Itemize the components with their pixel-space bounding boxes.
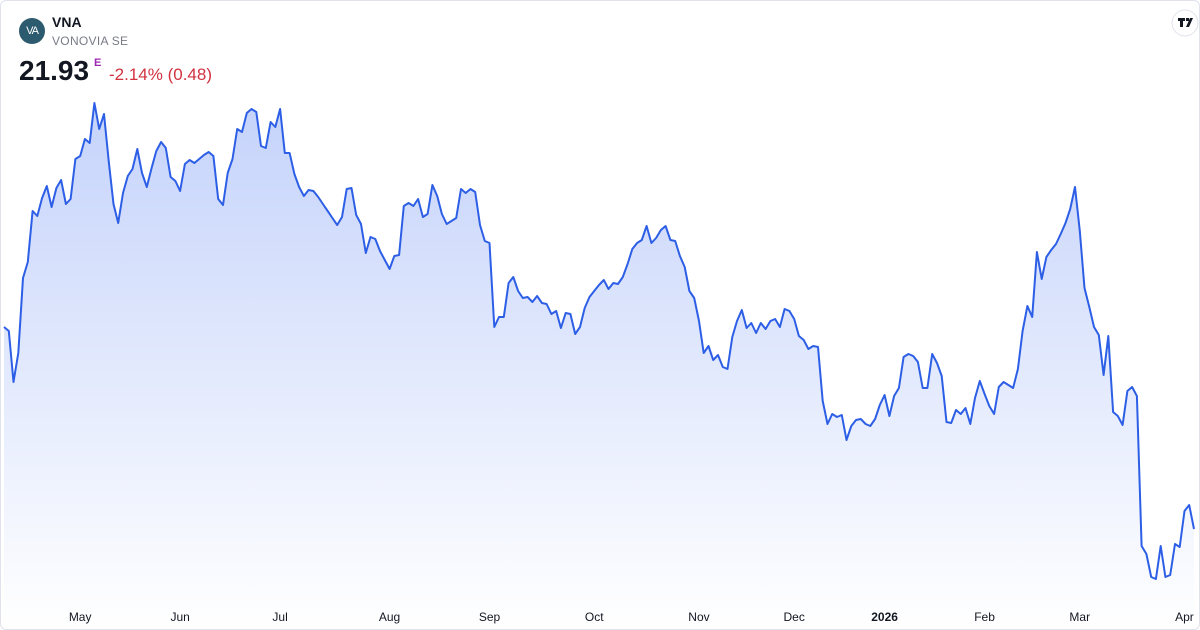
x-tick-label: Mar — [1069, 610, 1090, 624]
symbol[interactable]: VNA — [52, 14, 82, 30]
x-tick-label: Aug — [379, 610, 400, 624]
x-tick-label: May — [69, 610, 92, 624]
x-tick-label: Oct — [585, 610, 604, 624]
logo: VA — [19, 18, 45, 44]
price-flag: E — [94, 57, 102, 69]
price: 21.93 — [19, 55, 90, 86]
price-line — [3, 102, 1195, 580]
area-fill — [4, 103, 1194, 629]
x-tick-label: Feb — [974, 610, 995, 624]
x-tick-label: Dec — [783, 610, 804, 624]
x-tick-label: Jun — [170, 610, 189, 624]
x-tick-label: Jul — [272, 610, 287, 624]
x-tick-label: 2026 — [871, 610, 898, 624]
brand-logo[interactable] — [1171, 9, 1199, 37]
company-name: VONOVIA SE — [52, 34, 129, 48]
price-change: -2.14% (0.48) — [109, 65, 212, 84]
x-tick-label: Apr — [1175, 610, 1194, 624]
x-tick-label: Nov — [688, 610, 709, 624]
x-tick-label: Sep — [479, 610, 501, 624]
